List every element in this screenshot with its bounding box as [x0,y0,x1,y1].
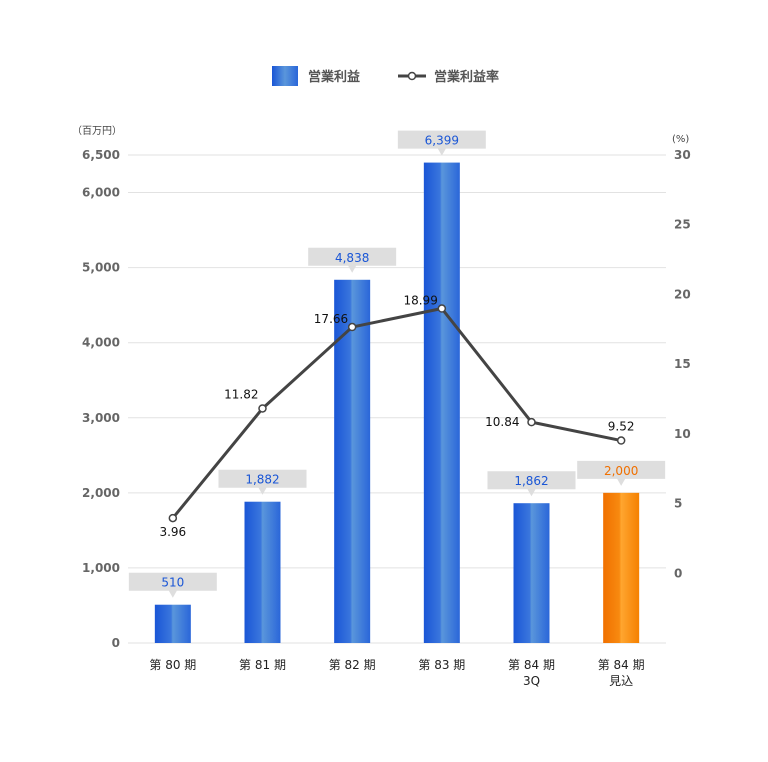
x-tick-label: 第 81 期 [239,658,286,672]
y-right-tick-label: 10 [674,427,691,441]
bar [603,492,640,643]
bar-value-labels: 510 1,882 4,838 6,399 1,862 2,000 [128,130,666,598]
legend: 営業利益 営業利益率 [272,66,499,86]
y-left-tick-label: 6,000 [82,186,120,200]
x-tick-label: 第 84 期 [598,658,645,672]
x-tick-label: 第 83 期 [418,658,465,672]
y-left-unit: （百万円） [72,125,122,137]
y-left-tick-label: 1,000 [82,561,120,575]
y-left-tick-label: 0 [112,636,120,650]
rate-line [171,307,622,520]
line-series: 3.96 11.82 17.66 18.99 10.84 9.52 [159,294,634,540]
bar-value-callout [577,460,666,486]
bar [244,501,281,643]
bar-series [154,162,640,643]
rate-point [168,513,178,523]
bar-value-label: 510 [161,576,184,590]
bar [334,279,371,643]
rate-value-label: 3.96 [159,525,186,539]
x-axis: 第 80 期第 81 期第 82 期第 83 期第 84 期3Q第 84 期見込 [149,658,644,688]
x-tick-label: 3Q [523,674,540,688]
bar-value-callout [397,130,486,156]
bar [154,604,191,643]
y-right-tick-label: 30 [674,148,691,162]
y-left-tick-label: 2,000 [82,486,120,500]
bar-value-callout [128,572,217,598]
rate-point [527,417,536,427]
x-tick-label: 見込 [609,674,633,688]
rate-value-label: 18.99 [403,294,437,308]
rate-value-label: 9.52 [608,420,635,434]
rate-point [258,404,267,413]
rate-value-label: 17.66 [314,312,348,326]
rate-value-label: 11.82 [224,387,258,401]
y-left-tick-label: 4,000 [82,336,120,350]
x-tick-label: 第 82 期 [329,658,376,672]
y-left-tick-label: 3,000 [82,411,120,425]
y-left-tick-label: 5,000 [82,261,120,275]
bar-value-label: 1,862 [514,474,548,488]
legend-bar-label: 営業利益 [308,69,360,85]
bar-value-label: 2,000 [604,464,638,478]
rate-point [347,322,357,332]
y-left-axis: 0 1,000 2,000 3,000 4,000 5,000 6,000 6,500 [82,148,120,650]
y-right-tick-label: 0 [674,566,682,580]
bar-value-label: 6,399 [425,134,459,148]
y-right-tick-label: 15 [674,357,691,371]
legend-line-marker [407,71,417,81]
y-right-unit: (%) [672,134,689,145]
x-tick-label: 第 80 期 [149,658,196,672]
bar [423,162,460,643]
bar-value-label: 1,882 [245,473,279,487]
y-left-tick-label: 6,500 [82,148,120,162]
y-right-tick-label: 20 [674,287,691,301]
rate-value-label: 10.84 [485,415,519,429]
bar-value-callout [218,469,307,495]
bar [513,503,550,643]
y-right-tick-label: 25 [674,218,691,232]
bar-value-callout [487,471,576,497]
y-right-tick-label: 5 [674,497,682,511]
bar-value-callout [308,247,397,273]
legend-line-label: 営業利益率 [434,69,499,85]
x-tick-label: 第 84 期 [508,658,555,672]
y-right-axis: 0 5 10 15 20 25 30 [674,148,691,580]
legend-bar-swatch [272,66,298,86]
bar-value-label: 4,838 [335,251,369,265]
rate-point [616,436,626,445]
rate-point [437,304,447,313]
grid [128,154,666,644]
